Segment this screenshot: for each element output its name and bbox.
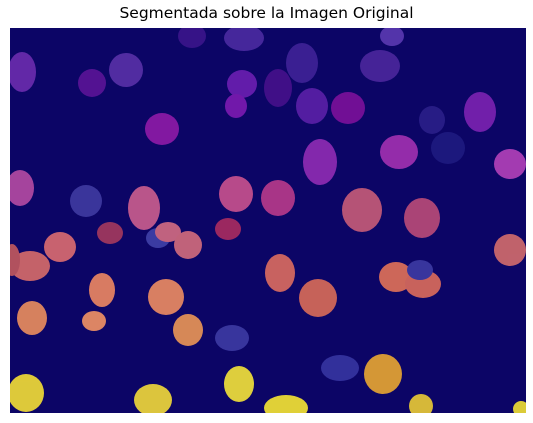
cell bbox=[380, 135, 418, 169]
cell bbox=[513, 401, 526, 413]
cell bbox=[148, 279, 184, 315]
cell bbox=[299, 279, 337, 317]
cell bbox=[431, 132, 465, 164]
cell bbox=[145, 113, 179, 145]
cell bbox=[44, 232, 76, 262]
cell bbox=[78, 69, 106, 97]
cell bbox=[70, 185, 102, 217]
cell bbox=[379, 262, 413, 292]
segmentation-overlay-image bbox=[10, 28, 526, 413]
cell bbox=[261, 180, 295, 216]
cell bbox=[134, 384, 172, 413]
cell bbox=[10, 251, 50, 281]
cell bbox=[404, 198, 440, 238]
cell bbox=[286, 43, 318, 83]
cell bbox=[10, 170, 34, 206]
cell bbox=[89, 273, 115, 307]
cell bbox=[419, 106, 445, 134]
cell bbox=[380, 28, 404, 46]
cell bbox=[10, 52, 36, 92]
cell bbox=[224, 28, 264, 51]
cell bbox=[219, 176, 253, 212]
cell bbox=[224, 366, 254, 402]
cell bbox=[264, 69, 292, 107]
cell bbox=[296, 88, 328, 124]
cell-segmentation-svg bbox=[10, 28, 526, 413]
cell bbox=[265, 254, 295, 292]
cell bbox=[155, 222, 181, 242]
cell bbox=[303, 139, 337, 185]
figure-title: Segmentada sobre la Imagen Original bbox=[119, 4, 414, 22]
cell bbox=[174, 231, 202, 259]
cell bbox=[494, 149, 526, 179]
cell bbox=[178, 28, 206, 48]
cell bbox=[227, 70, 257, 98]
cell bbox=[173, 314, 203, 346]
cell bbox=[364, 354, 402, 394]
cell bbox=[82, 311, 106, 331]
cell bbox=[409, 394, 433, 413]
cell bbox=[321, 355, 359, 381]
cell bbox=[109, 53, 143, 87]
cell bbox=[128, 186, 160, 230]
cell bbox=[215, 325, 249, 351]
cell bbox=[331, 92, 365, 124]
cell bbox=[360, 50, 400, 82]
cell bbox=[407, 260, 433, 280]
cell bbox=[10, 244, 20, 276]
cell bbox=[494, 234, 526, 266]
cell bbox=[342, 188, 382, 232]
cell bbox=[17, 301, 47, 335]
cell bbox=[215, 218, 241, 240]
cell bbox=[464, 92, 496, 132]
cell bbox=[97, 222, 123, 244]
cell bbox=[225, 94, 247, 118]
cell bbox=[10, 374, 44, 412]
cell bbox=[264, 395, 308, 413]
